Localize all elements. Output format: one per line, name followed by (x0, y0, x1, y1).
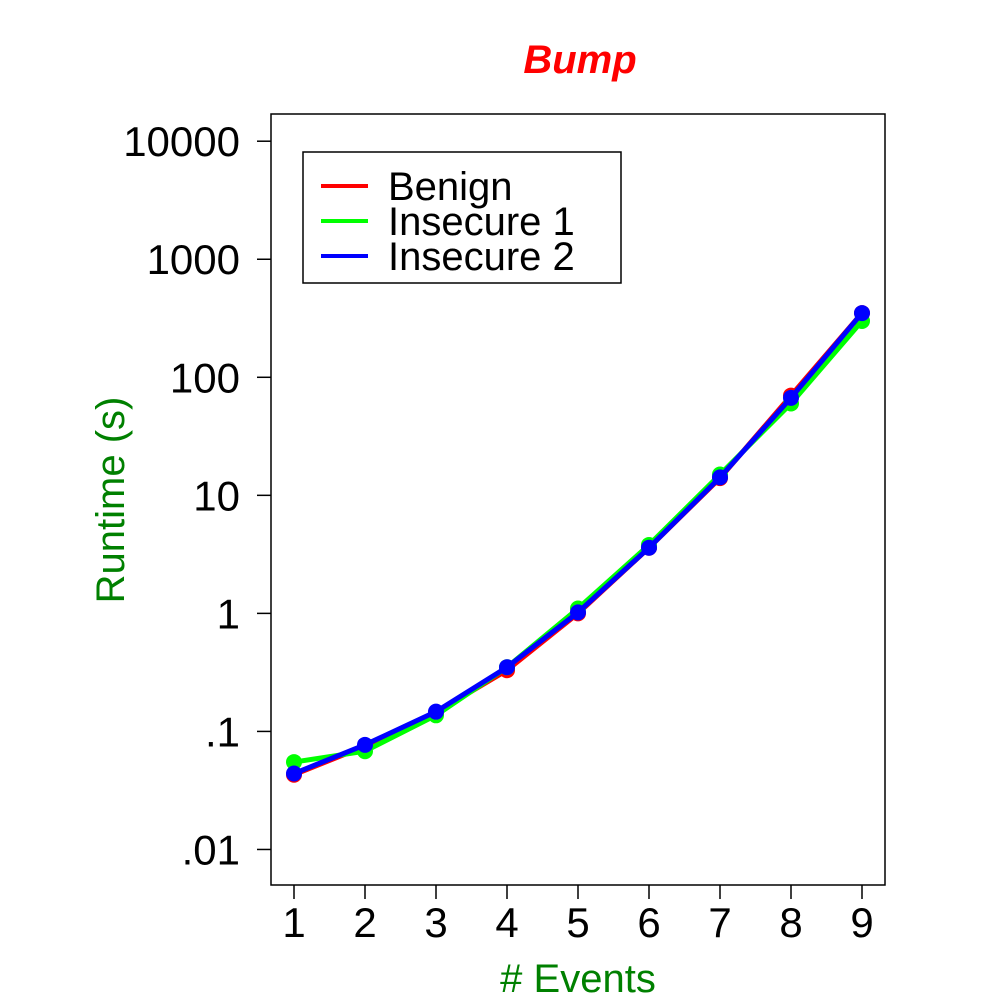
data-point (286, 765, 302, 782)
y-tick-label: 10000 (123, 118, 240, 165)
series-insecure-1 (286, 312, 870, 771)
series-line (293, 311, 864, 778)
data-point (570, 604, 586, 621)
data-point (428, 703, 444, 720)
x-tick-label: 4 (495, 899, 518, 946)
x-tick-label: 5 (566, 899, 589, 946)
x-axis-title: # Events (500, 957, 656, 1000)
series-benign (286, 305, 870, 783)
legend-label: Insecure 1 (388, 200, 575, 244)
x-tick-label: 3 (424, 899, 447, 946)
data-point (712, 469, 728, 486)
y-tick-label: 100 (170, 354, 240, 401)
y-axis-title: Runtime (s) (89, 397, 133, 604)
legend-label: Benign (388, 165, 513, 209)
data-point (499, 659, 515, 676)
x-tick-label: 9 (850, 899, 873, 946)
y-tick-label: .01 (182, 826, 240, 873)
data-point (357, 736, 373, 753)
x-axis: 1 2 3 4 5 6 7 8 9 (282, 885, 874, 946)
legend-box (302, 151, 622, 284)
x-tick-label: 6 (637, 899, 660, 946)
y-tick-label: .1 (205, 708, 240, 755)
data-point (783, 389, 799, 406)
data-point (641, 539, 657, 556)
legend-label: Insecure 2 (388, 235, 575, 279)
data-point (286, 754, 302, 771)
y-tick-label: 10 (193, 472, 240, 519)
y-tick-label: 1 (217, 590, 240, 637)
y-axis: .01 .1 1 10 100 1000 10000 (123, 118, 271, 873)
x-tick-label: 7 (708, 899, 731, 946)
y-tick-label: 1000 (147, 236, 240, 283)
series-line (293, 319, 864, 765)
series-line (293, 311, 864, 776)
x-tick-label: 1 (282, 899, 305, 946)
series-insecure-2 (286, 305, 870, 782)
chart-title: Bump (523, 38, 636, 82)
series-layer (286, 305, 870, 783)
data-point (854, 305, 870, 322)
x-tick-label: 2 (353, 899, 376, 946)
x-tick-label: 8 (779, 899, 802, 946)
